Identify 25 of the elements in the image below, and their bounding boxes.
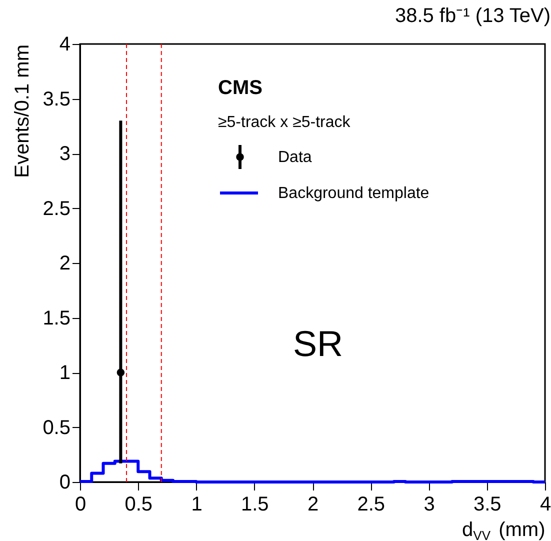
x-tick-label: 2.5 <box>357 494 386 516</box>
chart-title: 38.5 fb⁻¹ (13 TeV) <box>394 5 551 27</box>
x-tick-label: 3 <box>424 494 435 516</box>
y-tick-label: 0 <box>59 472 70 494</box>
y-tick-label: 2.5 <box>42 198 70 220</box>
y-tick-label: 0.5 <box>42 416 70 439</box>
annotation: ≥5-track x ≥5-track <box>218 114 352 131</box>
x-tick-label: 2 <box>307 494 319 516</box>
legend-label: Background template <box>278 185 430 202</box>
legend-label: Data <box>278 149 312 166</box>
x-tick-label: 4 <box>540 494 551 516</box>
annotation: CMS <box>218 77 262 99</box>
y-tick-label: 3 <box>59 143 70 165</box>
y-tick-label: 2 <box>59 252 70 274</box>
y-tick-label: 1 <box>59 362 70 384</box>
x-tick-label: 1.5 <box>240 494 269 516</box>
y-tick-label: 4 <box>59 34 70 56</box>
annotation: SR <box>293 323 344 364</box>
y-tick-label: 3.5 <box>42 88 70 110</box>
x-tick-label: 0.5 <box>124 494 153 516</box>
x-tick-label: 3.5 <box>473 494 502 516</box>
x-tick-label: 1 <box>191 494 202 516</box>
y-axis-title: Events/0.1 mm <box>12 44 34 178</box>
x-tick-label: 0 <box>74 494 86 516</box>
y-tick-label: 1.5 <box>42 307 70 330</box>
